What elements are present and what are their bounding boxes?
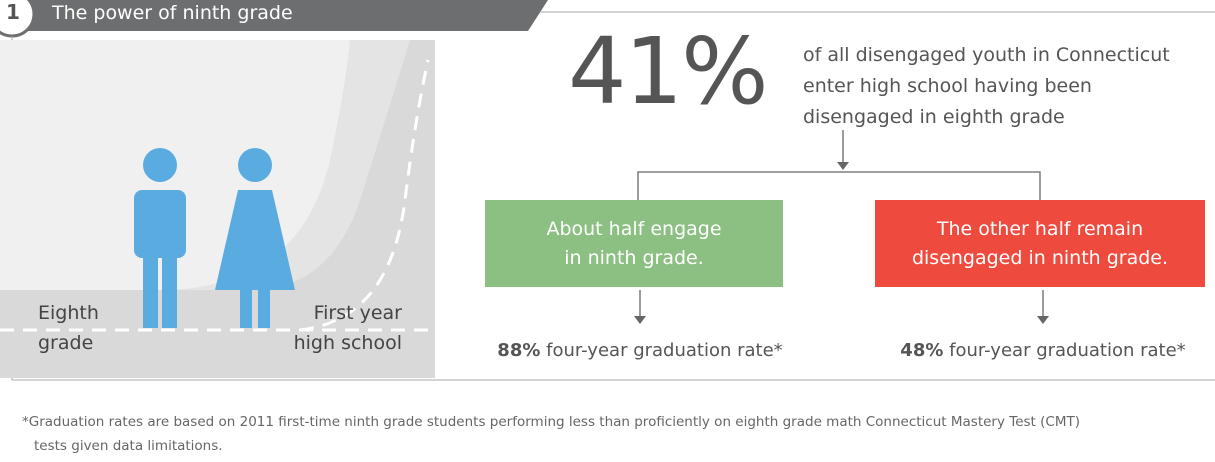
connector <box>637 130 1044 318</box>
disengage-box <box>875 200 1205 287</box>
text-line: in ninth grade. <box>564 246 704 269</box>
header-number: 1 <box>6 0 20 24</box>
rate-text: four-year graduation rate* <box>546 340 783 361</box>
text-line: About half engage <box>546 217 722 240</box>
text-line: The other half remain <box>936 217 1144 240</box>
label-line: grade <box>38 332 94 354</box>
stat-value: 41% <box>568 18 768 125</box>
stat-text: of all disengaged youth in Connecticut en… <box>803 40 1170 133</box>
road <box>0 40 435 378</box>
text-line: of all disengaged youth in Connecticut <box>803 44 1170 66</box>
text-line: disengaged in eighth grade <box>803 106 1065 128</box>
label-line: Eighth <box>38 302 99 324</box>
text-line: enter high school having been <box>803 75 1092 97</box>
header-bar <box>0 0 548 31</box>
lane-line <box>299 59 430 332</box>
outcome: 48% four-year graduation rate* <box>843 340 1215 361</box>
left-label: Eighth grade <box>38 298 99 358</box>
disengage-text: The other half remain disengaged in ninth… <box>875 200 1205 287</box>
right-label: First year high school <box>270 298 402 358</box>
engage-text: About half engage in ninth grade. <box>485 200 783 287</box>
header-title: The power of ninth grade <box>52 2 293 24</box>
road-curve <box>0 40 410 290</box>
man-icon <box>134 148 186 328</box>
engage-box <box>485 200 783 287</box>
footnote: tests given data limitations. <box>34 438 223 454</box>
rate: 88% <box>497 340 541 361</box>
rate-text: four-year graduation rate* <box>949 340 1186 361</box>
text-line: disengaged in ninth grade. <box>911 246 1169 269</box>
label-line: First year <box>313 302 402 324</box>
woman-icon <box>215 148 295 328</box>
footnote: *Graduation rates are based on 2011 firs… <box>22 414 1080 430</box>
outcome: 88% four-year graduation rate* <box>440 340 840 361</box>
rate: 48% <box>900 340 944 361</box>
arrowheads <box>634 162 1049 324</box>
label-line: high school <box>293 332 402 354</box>
